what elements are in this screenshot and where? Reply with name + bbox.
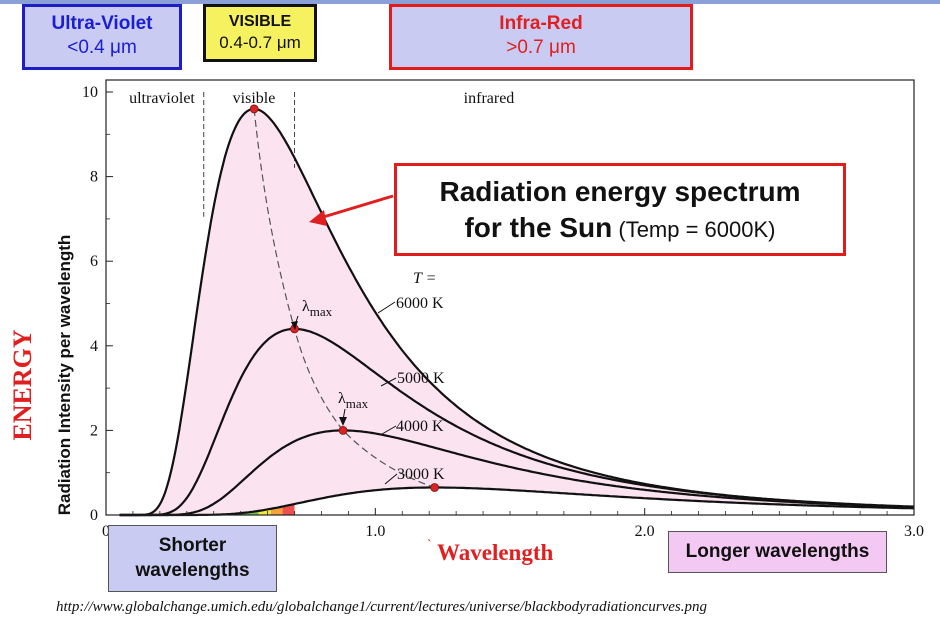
series-label-3000k: 3000 K xyxy=(397,466,445,483)
region-label-ultraviolet: ultraviolet xyxy=(129,90,195,107)
lambda-max-sub-upper: max xyxy=(310,304,333,319)
series-curves xyxy=(119,104,915,517)
title-pointer-arrow xyxy=(319,194,394,220)
x-tick-label-2.0: 2.0 xyxy=(635,523,655,540)
y-tick-label-0: 0 xyxy=(90,507,98,524)
temperature-header: T = xyxy=(413,270,436,287)
x-tick-label-0: 0 xyxy=(102,523,110,540)
curve-4000k xyxy=(119,429,915,517)
peak-point-6000k xyxy=(249,104,259,114)
series-label-leader-6000k xyxy=(377,301,396,314)
shorter-wavelengths-box: Shorter wavelengths xyxy=(108,525,277,592)
y-tick-label-6: 6 xyxy=(90,253,98,270)
y-tick-label-2: 2 xyxy=(90,422,98,439)
y-axis-label: Radiation Intensity per wavelength xyxy=(55,234,74,516)
source-url: http://www.globalchange.umich.edu/global… xyxy=(56,599,707,615)
y-tick-label-4: 4 xyxy=(90,338,98,355)
x-tick-label-1.0: 1.0 xyxy=(365,523,385,540)
uv-title: Ultra-Violet xyxy=(51,13,153,34)
series-label-5000k: 5000 K xyxy=(397,370,445,387)
shorter-line2: wavelengths xyxy=(135,560,250,581)
y-tick-label-8: 8 xyxy=(90,169,98,186)
series-label-leader-5000k xyxy=(380,377,397,387)
series-label-leader-4000k xyxy=(381,425,397,435)
region-label-visible: visible xyxy=(233,90,276,107)
infrared-range-box: Infra-Red >0.7 μm xyxy=(389,4,693,70)
series-label-leader-3000k xyxy=(384,473,398,485)
x-axis-label: Wavelength xyxy=(437,540,554,565)
lambda-arrowhead-lower xyxy=(339,417,347,426)
region-dividers: ultraviolet visible infrared xyxy=(129,90,514,217)
chart-title-temp: (Temp = 6000K) xyxy=(612,217,776,242)
x-axis-label-mark: ` xyxy=(427,538,432,553)
peak-point-3000k xyxy=(430,483,439,492)
lambda-max-sub-lower: max xyxy=(346,396,369,411)
lambda-max-label-upper: λmax xyxy=(302,298,333,319)
curve-3000k xyxy=(119,486,914,517)
curve-5000k xyxy=(119,327,915,517)
pink-area xyxy=(119,108,914,516)
series-label-4000k: 4000 K xyxy=(396,418,444,435)
region-label-infrared: infrared xyxy=(464,90,515,107)
title-pointer-arrowhead xyxy=(309,210,327,226)
ir-range: >0.7 μm xyxy=(506,37,576,58)
visible-title: VISIBLE xyxy=(228,13,292,30)
peak-point-4000k xyxy=(338,425,348,435)
ir-title: Infra-Red xyxy=(499,13,583,34)
series-label-6000k: 6000 K xyxy=(396,295,444,312)
energy-label: ENERGY xyxy=(8,329,37,441)
chart-title-bold: for the Sun xyxy=(464,212,613,243)
lambda-arrowhead-upper xyxy=(291,321,298,330)
chart-title-line1: Radiation energy spectrum xyxy=(439,176,801,207)
curve-fill xyxy=(119,108,914,516)
x-tick-label-3.0: 3.0 xyxy=(904,523,924,540)
axes: 0 1.0 2.0 3.0 0 2 4 6 8 10 xyxy=(82,79,924,540)
visible-range: 0.4-0.7 μm xyxy=(219,33,301,52)
annotations: T = 6000 K 5000 K 4000 K 3000 K λmax λmax xyxy=(291,194,445,485)
longer-wavelengths-box: Longer wavelengths xyxy=(668,531,887,573)
chart-title-box: Radiation energy spectrum for the Sun (T… xyxy=(394,163,846,256)
lambda-max-label-lower: λmax xyxy=(338,390,369,411)
chart-title-line2: for the Sun (Temp = 6000K) xyxy=(397,212,843,244)
visible-range-box: VISIBLE 0.4-0.7 μm xyxy=(203,4,317,62)
top-rule xyxy=(0,0,940,4)
y-tick-label-10: 10 xyxy=(82,84,98,101)
longer-line1: Longer wavelengths xyxy=(685,541,870,562)
uv-range: <0.4 μm xyxy=(67,37,137,58)
ultraviolet-range-box: Ultra-Violet <0.4 μm xyxy=(22,4,182,70)
shorter-line1: Shorter xyxy=(158,535,227,556)
